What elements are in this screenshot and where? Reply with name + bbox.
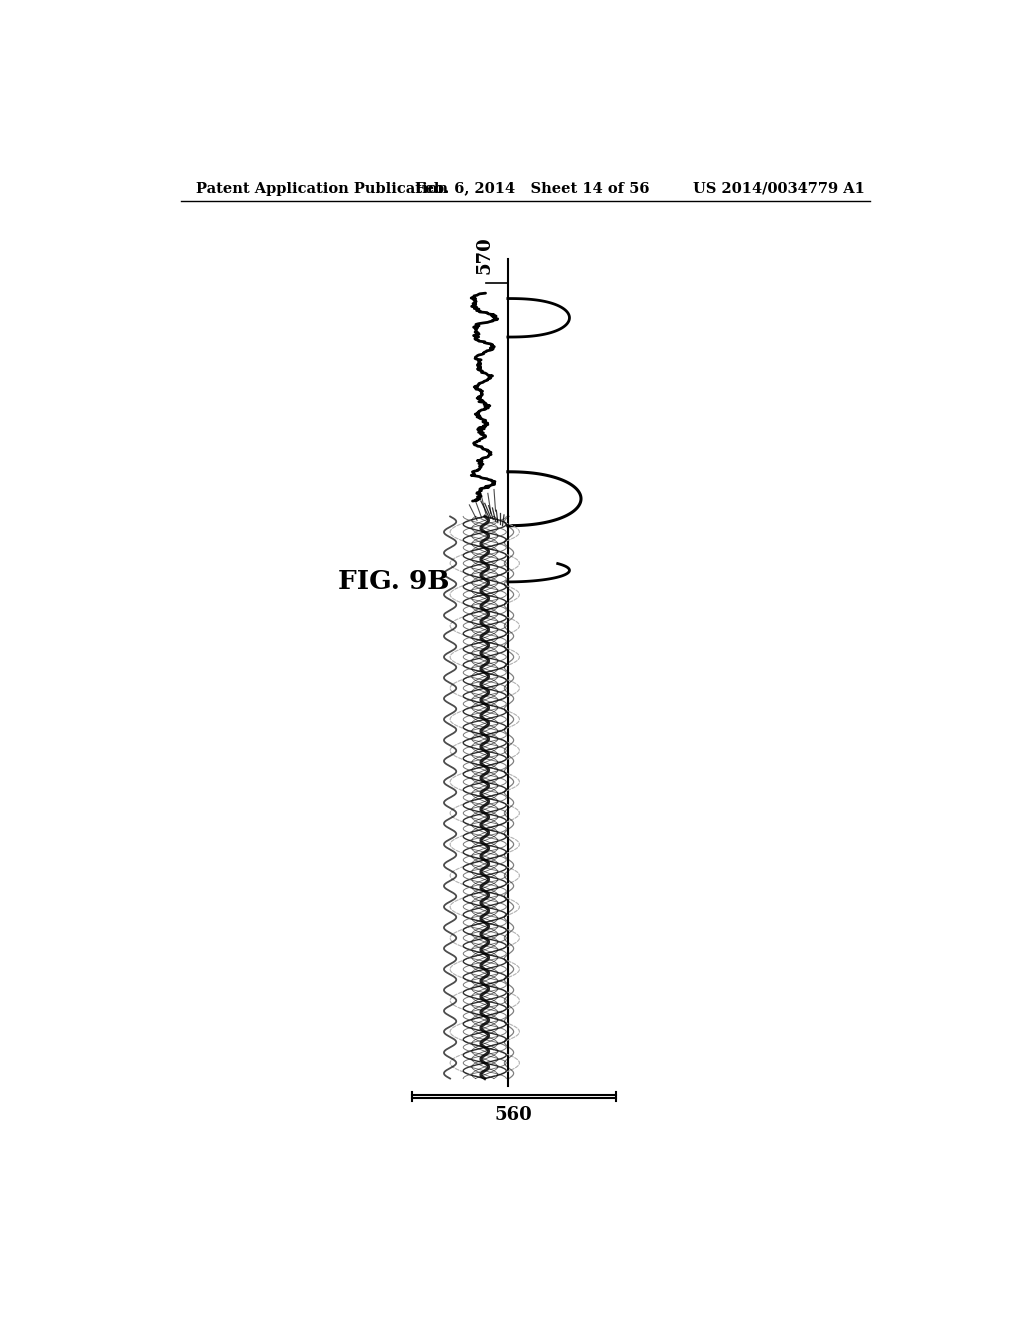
Text: FIG. 9B: FIG. 9B	[339, 569, 450, 594]
Text: Feb. 6, 2014   Sheet 14 of 56: Feb. 6, 2014 Sheet 14 of 56	[416, 182, 650, 195]
Text: 560: 560	[495, 1106, 532, 1123]
Text: US 2014/0034779 A1: US 2014/0034779 A1	[692, 182, 864, 195]
Text: Patent Application Publication: Patent Application Publication	[196, 182, 449, 195]
Text: 570: 570	[475, 236, 494, 275]
